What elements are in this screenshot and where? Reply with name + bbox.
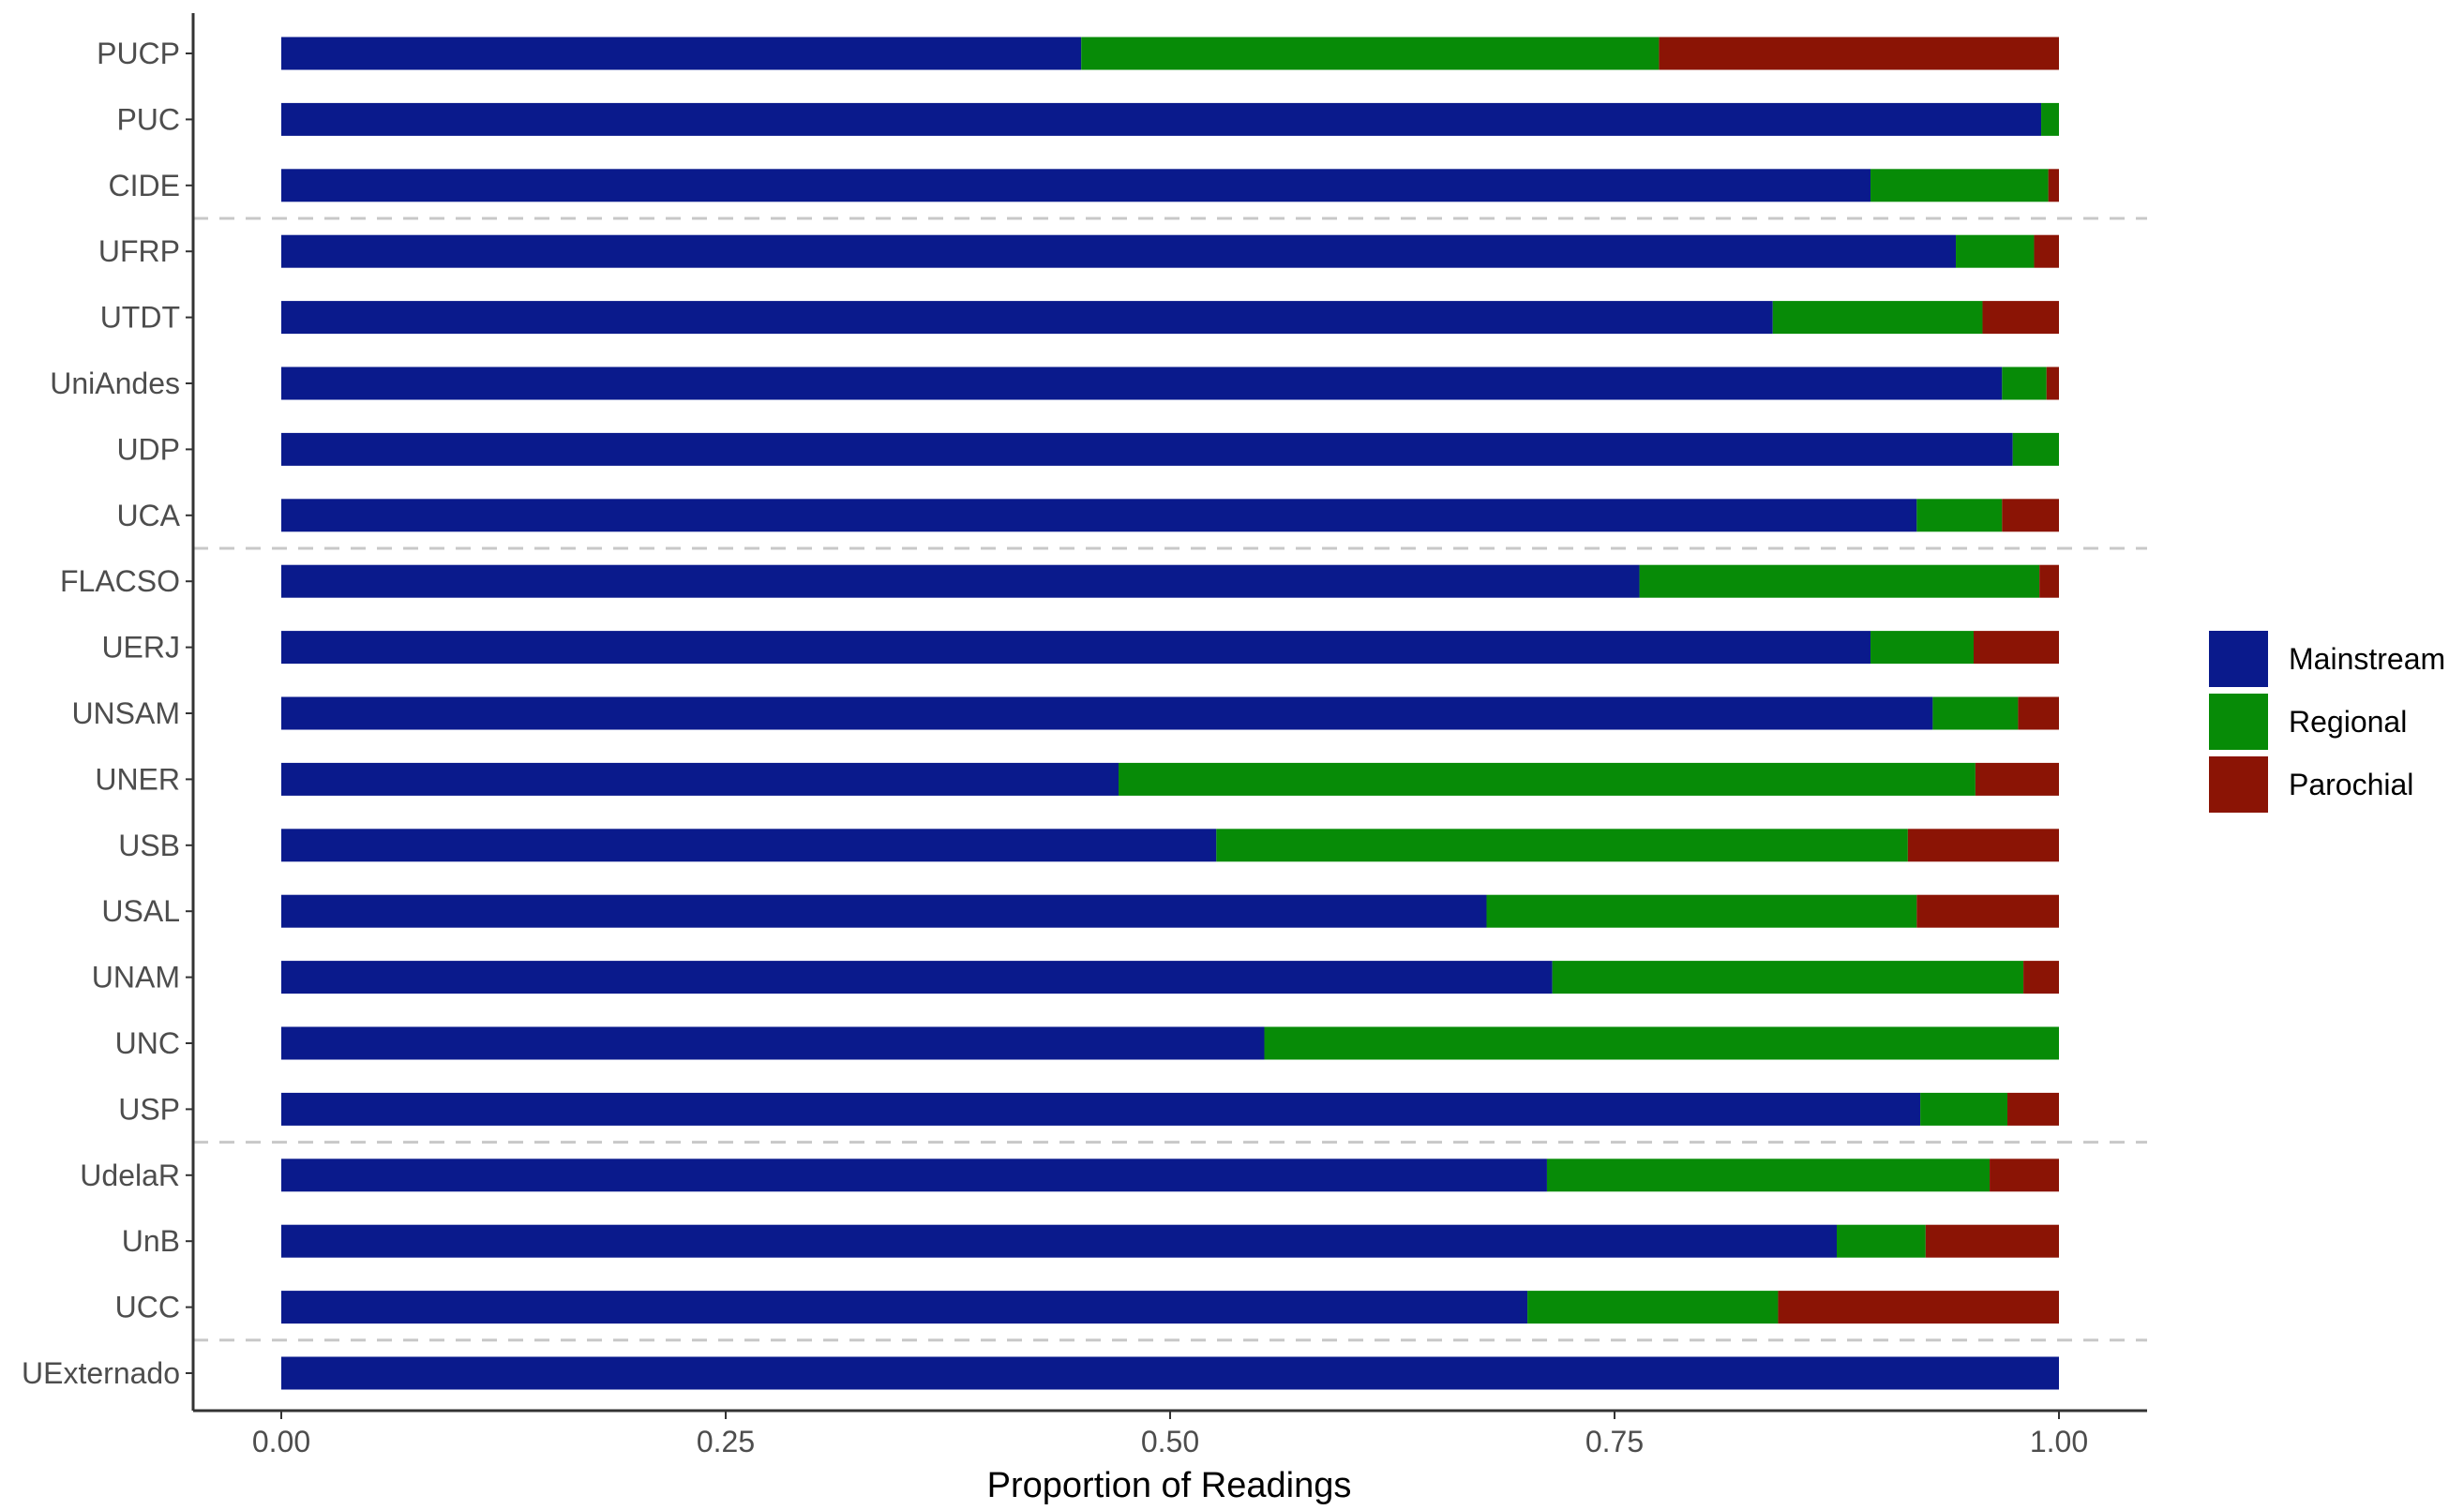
bar-unsam-parochial — [2018, 696, 2059, 730]
bar-usal-parochial — [1916, 894, 2059, 928]
group-separators — [193, 217, 2147, 1342]
bar-puc-regional — [2041, 102, 2059, 136]
bar-utdt-parochial — [1982, 301, 2059, 335]
y-tick-labels: PUCP PUC CIDE UFRP UTDT UniAndes UDP UCA FLACSO U… — [22, 37, 181, 1390]
bar-unb-regional — [1837, 1224, 1926, 1258]
bar-ufrp-mainstream — [281, 234, 1957, 268]
bar-pucp-parochial — [1659, 37, 2059, 70]
y-tick-label-utdt: UTDT — [100, 301, 180, 335]
bar-udelar-regional — [1546, 1159, 1991, 1192]
bar-unb-mainstream — [281, 1224, 1837, 1258]
bar-usp-parochial — [2007, 1092, 2059, 1126]
x-axis-title: Proportion of Readings — [987, 1466, 1352, 1505]
y-tick-label-cide: CIDE — [109, 169, 180, 202]
bar-usp-regional — [1920, 1092, 2008, 1126]
legend-label-mainstream: Mainstream — [2289, 642, 2445, 676]
y-tick-label-uniandes: UniAndes — [50, 366, 180, 400]
x-tick-label-0.50: 0.50 — [1141, 1425, 1199, 1458]
bar-flacso-regional — [1639, 564, 2040, 598]
bar-flacso-mainstream — [281, 564, 1640, 598]
bar-ufrp-parochial — [2034, 234, 2059, 268]
y-tick-label-usb: USB — [118, 829, 180, 862]
legend-label-parochial: Parochial — [2289, 768, 2413, 801]
x-tick-label-0.25: 0.25 — [697, 1425, 755, 1458]
bar-usal-regional — [1486, 894, 1917, 928]
bar-puc-mainstream — [281, 102, 2042, 136]
y-tick-label-udelar: UdelaR — [80, 1159, 180, 1192]
bar-utdt-regional — [1772, 301, 1983, 335]
bar-uerj-mainstream — [281, 631, 1871, 665]
x-tick-labels: 0.00 0.25 0.50 0.75 1.00 — [252, 1425, 2088, 1458]
x-tick-label-1.00: 1.00 — [2030, 1425, 2088, 1458]
bar-usb-mainstream — [281, 829, 1217, 862]
y-tick-label-unb: UnB — [122, 1224, 180, 1258]
x-tick-label-0.75: 0.75 — [1585, 1425, 1644, 1458]
bar-uniandes-mainstream — [281, 366, 2003, 400]
bar-unam-mainstream — [281, 961, 1553, 994]
y-tick-label-unsam: UNSAM — [71, 696, 180, 730]
y-tick-label-udp: UDP — [116, 432, 180, 466]
legend-key-mainstream — [2209, 631, 2268, 687]
bar-unb-parochial — [1925, 1224, 2059, 1258]
y-tick-label-uca: UCA — [116, 499, 180, 532]
legend-label-regional: Regional — [2289, 705, 2407, 739]
y-tick-label-unam: UNAM — [92, 961, 180, 994]
bar-uner-mainstream — [281, 762, 1119, 796]
bar-cide-regional — [1871, 169, 2049, 202]
bar-unc-mainstream — [281, 1026, 1265, 1060]
y-tick-label-unc: UNC — [115, 1026, 180, 1060]
bar-ufrp-regional — [1956, 234, 2035, 268]
bar-udp-mainstream — [281, 432, 2013, 466]
bar-unsam-mainstream — [281, 696, 1933, 730]
legend: Mainstream Regional Parochial — [2209, 631, 2445, 813]
bar-usb-regional — [1216, 829, 1908, 862]
bar-uca-regional — [1916, 499, 2003, 532]
bar-pucp-mainstream — [281, 37, 1082, 70]
bar-cide-parochial — [2048, 169, 2059, 202]
x-tick-label-0.00: 0.00 — [252, 1425, 310, 1458]
bar-utdt-mainstream — [281, 301, 1773, 335]
bar-udelar-mainstream — [281, 1159, 1547, 1192]
bar-unc-regional — [1264, 1026, 2059, 1060]
y-tick-label-ucc: UCC — [115, 1291, 180, 1324]
bar-uniandes-regional — [2002, 366, 2047, 400]
bar-uexternado-mainstream — [281, 1356, 2059, 1390]
bar-pucp-regional — [1081, 37, 1660, 70]
bar-udelar-parochial — [1990, 1159, 2059, 1192]
legend-key-regional — [2209, 694, 2268, 750]
bar-udp-regional — [2012, 432, 2059, 466]
bars-layer — [281, 37, 2059, 1390]
bar-usp-mainstream — [281, 1092, 1921, 1126]
bar-unam-parochial — [2023, 961, 2059, 994]
y-tick-label-ufrp: UFRP — [98, 234, 180, 268]
bar-uca-parochial — [2002, 499, 2059, 532]
bar-cide-mainstream — [281, 169, 1871, 202]
bar-uerj-regional — [1871, 631, 1974, 665]
bar-ucc-regional — [1527, 1291, 1779, 1324]
y-tick-label-uexternado: UExternado — [22, 1356, 180, 1390]
y-tick-label-flacso: FLACSO — [60, 564, 180, 598]
y-tick-label-uner: UNER — [95, 762, 180, 796]
bar-ucc-mainstream — [281, 1291, 1528, 1324]
legend-key-parochial — [2209, 756, 2268, 813]
bar-uca-mainstream — [281, 499, 1917, 532]
y-tick-label-usal: USAL — [101, 894, 180, 928]
bar-uerj-parochial — [1973, 631, 2059, 665]
y-tick-label-usp: USP — [118, 1092, 180, 1126]
bar-uner-parochial — [1975, 762, 2059, 796]
bar-usb-parochial — [1907, 829, 2059, 862]
bar-uniandes-parochial — [2046, 366, 2059, 400]
bar-unam-regional — [1552, 961, 2024, 994]
bar-flacso-parochial — [2039, 564, 2059, 598]
y-tick-label-pucp: PUCP — [97, 37, 180, 70]
y-tick-label-puc: PUC — [116, 102, 180, 136]
bar-uner-regional — [1119, 762, 1976, 796]
bar-unsam-regional — [1932, 696, 2019, 730]
y-tick-label-uerj: UERJ — [101, 631, 180, 665]
axes-layer — [186, 13, 2147, 1419]
bar-usal-mainstream — [281, 894, 1487, 928]
bar-ucc-parochial — [1778, 1291, 2059, 1324]
